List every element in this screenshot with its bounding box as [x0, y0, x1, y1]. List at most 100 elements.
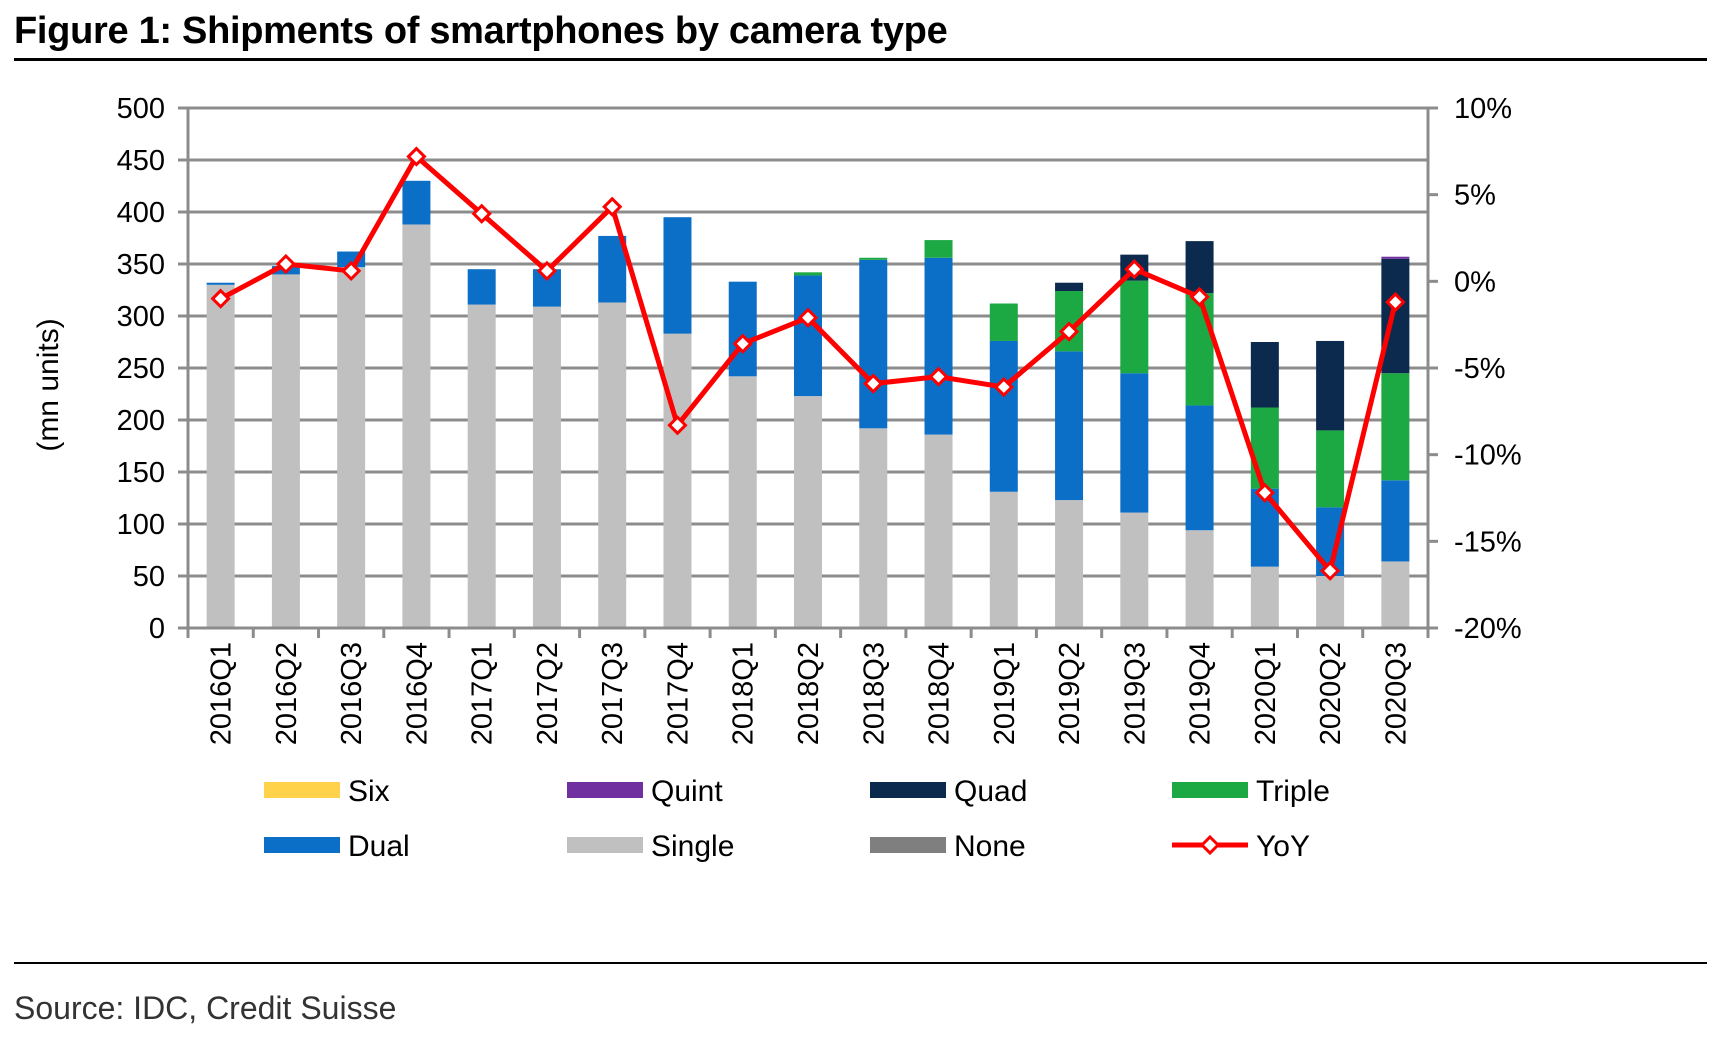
legend-label-triple: Triple — [1256, 775, 1330, 808]
bar-single — [859, 428, 888, 628]
bar-stacks — [206, 180, 1410, 629]
x-tick-label: 2020Q2 — [1315, 642, 1347, 745]
bar-triple — [1316, 430, 1345, 508]
legend-swatch-dual — [264, 837, 340, 853]
bar-single — [402, 224, 431, 629]
x-tick-label: 2020Q3 — [1380, 642, 1412, 745]
y-tick-label: 350 — [117, 249, 165, 281]
title-rule — [14, 58, 1707, 61]
bar-triple — [989, 303, 1018, 341]
bar-triple — [1381, 373, 1410, 481]
legend-label-quad: Quad — [954, 775, 1027, 808]
bar-dual — [467, 269, 496, 305]
bar-single — [794, 396, 822, 628]
y-tick-label: 500 — [117, 93, 165, 125]
yoy-marker — [928, 366, 949, 387]
x-tick-label: 2020Q1 — [1250, 642, 1282, 745]
legend-label-six: Six — [348, 775, 390, 808]
yoy-marker — [1124, 259, 1145, 280]
x-tick-label: 2018Q4 — [924, 642, 956, 745]
yoy-marker — [1319, 560, 1341, 581]
bar-triple — [1185, 293, 1214, 406]
bar-dual — [728, 281, 757, 377]
x-tick-label: 2019Q3 — [1119, 642, 1151, 745]
legend-label-quint: Quint — [651, 775, 723, 808]
bar-dual — [1120, 373, 1149, 513]
bar-triple — [1250, 407, 1279, 489]
bar-single — [1055, 500, 1084, 628]
y-tick-label: 150 — [117, 457, 165, 489]
bar-single — [598, 302, 627, 628]
bar-single — [532, 306, 561, 628]
x-tick-label: 2018Q3 — [858, 642, 890, 745]
bar-dual — [402, 180, 431, 225]
x-tick-label: 2019Q2 — [1054, 642, 1086, 745]
bar-triple — [859, 257, 888, 260]
yoy-marker — [210, 288, 231, 309]
yoy-marker — [406, 146, 427, 167]
bar-triple — [1120, 280, 1149, 374]
bar-single — [1185, 530, 1214, 628]
bar-single — [271, 274, 300, 628]
x-tick-label: 2019Q4 — [1185, 642, 1217, 745]
bar-quad — [1316, 340, 1345, 431]
bar-triple — [924, 240, 953, 258]
y-axis-right: -20% -15% -10% -5% 0% 5% 10% — [1428, 93, 1522, 645]
bar-quint — [1381, 256, 1410, 259]
y-axis-left: 0 50 100 150 200 250 300 350 400 450 500 — [117, 93, 188, 645]
bar-dual — [1185, 405, 1214, 531]
legend-label-none: None — [954, 830, 1026, 863]
x-tick-label: 2017Q4 — [662, 642, 694, 745]
x-tick-label: 2016Q4 — [401, 642, 433, 745]
legend-label-single: Single — [651, 830, 734, 863]
legend-swatch-single — [567, 837, 643, 853]
bar-dual — [794, 275, 822, 397]
source-note: Source: IDC, Credit Suisse — [14, 990, 397, 1026]
y2-tick-label: 10% — [1454, 93, 1512, 125]
x-tick-label: 2016Q2 — [271, 642, 303, 745]
x-tick-label: 2017Q2 — [532, 642, 564, 745]
yoy-marker — [275, 253, 297, 275]
bar-dual — [989, 340, 1018, 492]
bar-dual — [663, 217, 692, 334]
x-tick-label: 2017Q3 — [597, 642, 629, 745]
yoy-marker — [471, 203, 492, 224]
x-axis: 2016Q1 2016Q2 2016Q3 2016Q4 2017Q1 2017Q2 2017… — [186, 628, 1430, 745]
x-tick-label: 2016Q1 — [206, 642, 238, 745]
y-tick-label: 100 — [117, 509, 165, 541]
y-tick-label: 400 — [117, 197, 165, 229]
y2-tick-label: -5% — [1454, 353, 1506, 385]
footer-rule — [14, 962, 1707, 964]
figure-title: Figure 1: Shipments of smartphones by ca… — [14, 10, 948, 52]
bar-dual — [1381, 480, 1410, 562]
gridlines — [188, 106, 1428, 578]
y-tick-label: 200 — [117, 405, 165, 437]
bar-dual — [924, 257, 953, 435]
bar-dual — [598, 235, 627, 303]
bar-single — [1381, 561, 1410, 628]
bar-dual — [1055, 351, 1084, 501]
bar-single — [1250, 566, 1279, 628]
y2-tick-label: 5% — [1454, 180, 1496, 212]
legend: Six Quint Quad Triple Dual Single None YoY — [264, 775, 1330, 863]
y-tick-label: 450 — [117, 145, 165, 177]
bar-dual — [206, 282, 235, 285]
yoy-marker — [1058, 321, 1080, 342]
yoy-marker — [993, 376, 1014, 398]
bar-single — [1316, 576, 1345, 628]
x-tick-label: 2018Q1 — [728, 642, 760, 745]
y2-tick-label: 0% — [1454, 266, 1496, 298]
yoy-marker — [536, 260, 558, 282]
legend-swatch-quint — [567, 782, 643, 798]
y2-tick-label: -15% — [1454, 526, 1522, 558]
bar-single — [1120, 512, 1149, 628]
bar-quad — [1055, 282, 1084, 292]
bar-single — [924, 434, 953, 628]
yoy-marker — [863, 373, 884, 394]
bar-single — [337, 267, 366, 628]
y2-tick-label: -20% — [1454, 613, 1522, 645]
legend-swatch-none — [870, 837, 946, 853]
yoy-marker — [732, 333, 753, 354]
bar-single — [206, 284, 235, 628]
